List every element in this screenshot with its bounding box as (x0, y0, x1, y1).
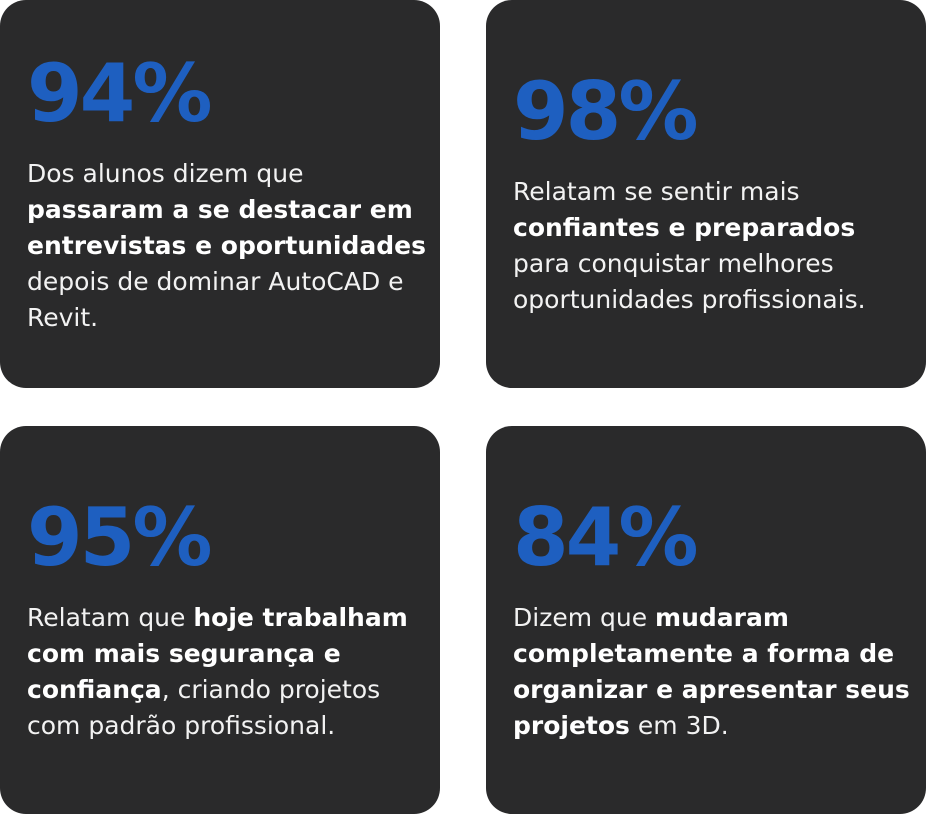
highlight-text: mudaram completamente a forma de organiz… (513, 603, 910, 740)
stat-value: 95% (27, 491, 212, 584)
text: Relatam que (27, 603, 194, 632)
stat-value: 94% (27, 47, 212, 140)
text: , criando projetos com padrão profission… (27, 675, 381, 740)
stat-description: Dos alunos dizem que passaram a se desta… (27, 156, 426, 336)
stat-card: 84% Dizem que mudaram completamente a for… (486, 426, 926, 814)
text: para conquistar melhores oportunidades p… (513, 249, 866, 314)
stat-value: 84% (513, 491, 698, 584)
stat-description: Relatam se sentir mais confiantes e prep… (513, 174, 912, 318)
text: Relatam se sentir mais (513, 177, 800, 206)
text: em 3D. (629, 711, 729, 740)
stat-description: Relatam que hoje trabalham com mais segu… (27, 600, 426, 744)
stat-card: 95% Relatam que hoje trabalham com mais s… (0, 426, 440, 814)
stat-description: Dizem que mudaram completamente a forma … (513, 600, 912, 744)
stat-card: 94% Dos alunos dizem que passaram a se de… (0, 0, 440, 388)
highlight-text: hoje trabalham com mais segurança e conf… (27, 603, 408, 704)
text: Dizem que (513, 603, 656, 632)
highlight-text: confiantes e preparados (513, 213, 856, 242)
stat-card: 98% Relatam se sentir mais confiantes e p… (486, 0, 926, 388)
text: Dos alunos dizem que (27, 159, 304, 188)
text: depois de dominar AutoCAD e Revit. (27, 267, 404, 332)
highlight-text: passaram a se destacar em entrevistas e … (27, 195, 426, 260)
stat-value: 98% (513, 65, 698, 158)
